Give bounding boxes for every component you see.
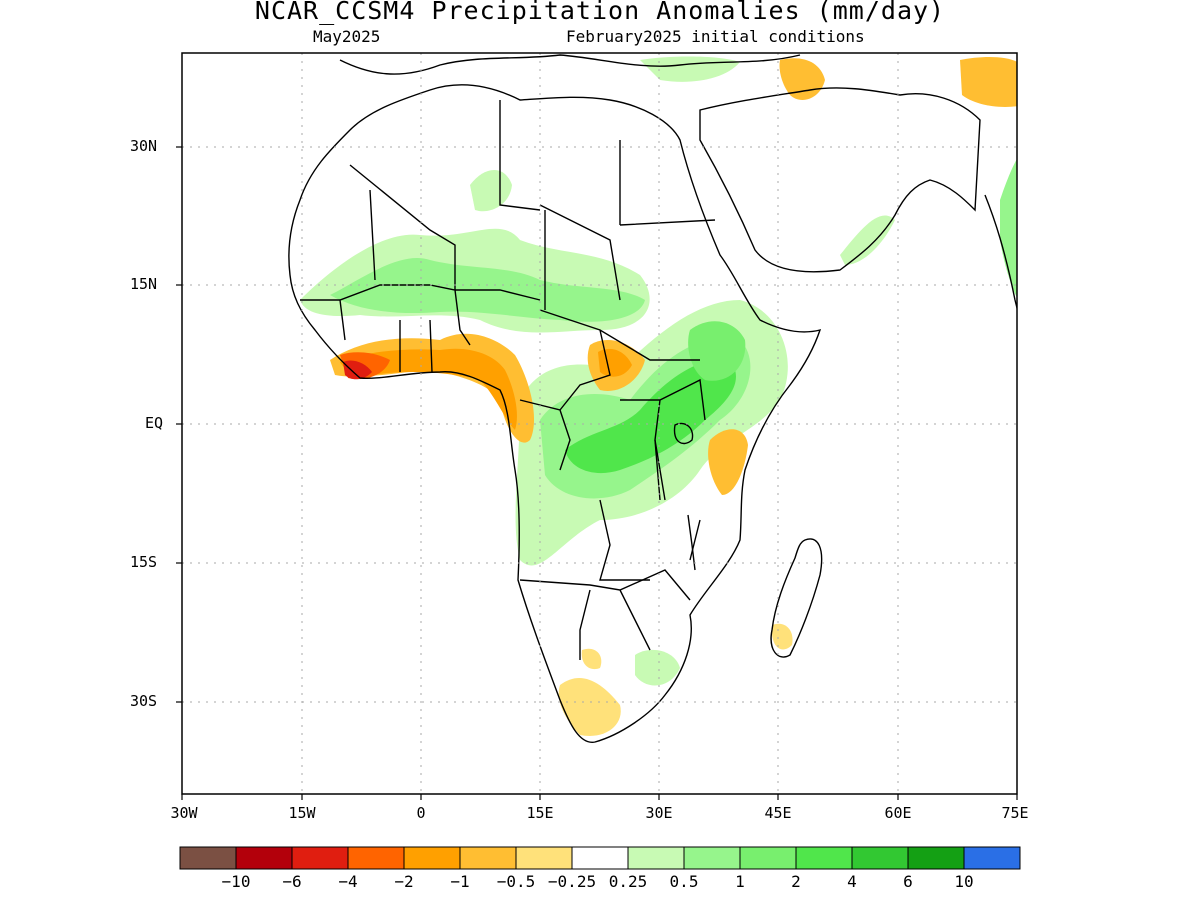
- wet-region-arabia: [840, 215, 895, 265]
- colorbar-swatch: [571, 846, 629, 870]
- y-tick-label: 30S: [130, 692, 158, 710]
- x-tick-label: 75E: [1001, 804, 1029, 822]
- border-sahara: [349, 100, 716, 310]
- dry-region-car-core: [598, 348, 632, 377]
- colorbar-label: −0.25: [547, 872, 597, 891]
- colorbar-label: 6: [903, 872, 913, 891]
- colorbar-label: 2: [791, 872, 801, 891]
- colorbar-label: 0.5: [669, 872, 699, 891]
- colorbar-label: −6: [282, 872, 302, 891]
- colorbar-swatch: [795, 846, 853, 870]
- x-tick-label: 15E: [526, 804, 554, 822]
- india-coast: [984, 194, 1017, 311]
- lake-malawi: [687, 514, 696, 571]
- dry-region-madagascar: [771, 623, 793, 650]
- wet-region-southafrica: [635, 649, 680, 686]
- colorbar-swatch: [515, 846, 573, 870]
- europe-coast: [339, 54, 801, 75]
- colorbar-swatch: [235, 846, 293, 870]
- wet-region-india: [1000, 158, 1017, 298]
- dry-region-karoo: [558, 677, 621, 736]
- colorbar-swatch: [739, 846, 797, 870]
- graticule: [182, 53, 1017, 794]
- colorbar-swatch: [347, 846, 405, 870]
- colorbar-label: −2: [394, 872, 414, 891]
- initial-conditions: February2025 initial conditions: [566, 27, 865, 46]
- colorbar-swatch: [907, 846, 965, 870]
- colorbar-label: −10: [221, 872, 251, 891]
- madagascar-coast: [770, 538, 823, 658]
- colorbar-swatch: [627, 846, 685, 870]
- colorbar-label: −0.5: [496, 872, 536, 891]
- dry-region-pakistan: [960, 57, 1017, 107]
- wet-region-ethiopia: [688, 321, 746, 381]
- y-tick-label: 15N: [130, 275, 158, 293]
- colorbar-swatch: [179, 846, 237, 870]
- colorbar-label: 0.25: [608, 872, 648, 891]
- colorbar-label: 1: [735, 872, 745, 891]
- x-tick-label: 30W: [170, 804, 198, 822]
- arabia-coast: [699, 87, 981, 273]
- map-title: NCAR_CCSM4 Precipitation Anomalies (mm/d…: [254, 0, 946, 25]
- tick-marks: [176, 146, 1018, 800]
- dry-region-kenya: [708, 429, 748, 495]
- dry-region-namibia: [581, 648, 602, 670]
- x-tick-label: 45E: [764, 804, 792, 822]
- x-tick-label: 15W: [288, 804, 316, 822]
- x-tick-label: 0: [416, 804, 426, 822]
- y-tick-label: 15S: [130, 553, 158, 571]
- colorbar-swatch: [403, 846, 461, 870]
- anomaly-shading: [300, 56, 1017, 736]
- x-tick-label: 60E: [884, 804, 912, 822]
- wet-region-sahara: [470, 170, 512, 212]
- x-tick-label: 30E: [645, 804, 673, 822]
- colorbar-label: −4: [338, 872, 358, 891]
- y-tick-label: 30N: [130, 137, 158, 155]
- colorbar-label: 10: [954, 872, 974, 891]
- colorbar-label: −1: [450, 872, 470, 891]
- dry-region-liberia-core: [343, 360, 372, 380]
- colorbar-swatch: [851, 846, 909, 870]
- colorbar-swatch: [963, 846, 1021, 870]
- colorbar: [179, 846, 1021, 870]
- colorbar-label: 4: [847, 872, 857, 891]
- colorbar-swatch: [459, 846, 517, 870]
- lake-tanganyika: [654, 439, 666, 501]
- forecast-month: May2025: [313, 27, 381, 46]
- y-tick-label: EQ: [145, 414, 164, 432]
- wet-region-central-core: [565, 359, 736, 474]
- colorbar-swatch: [291, 846, 349, 870]
- border-central: [519, 309, 706, 581]
- colorbar-swatch: [683, 846, 741, 870]
- africa-coast: [288, 84, 822, 743]
- border-southern: [519, 519, 701, 660]
- wet-region-mediterranean: [640, 56, 740, 82]
- lake-victoria: [673, 422, 694, 445]
